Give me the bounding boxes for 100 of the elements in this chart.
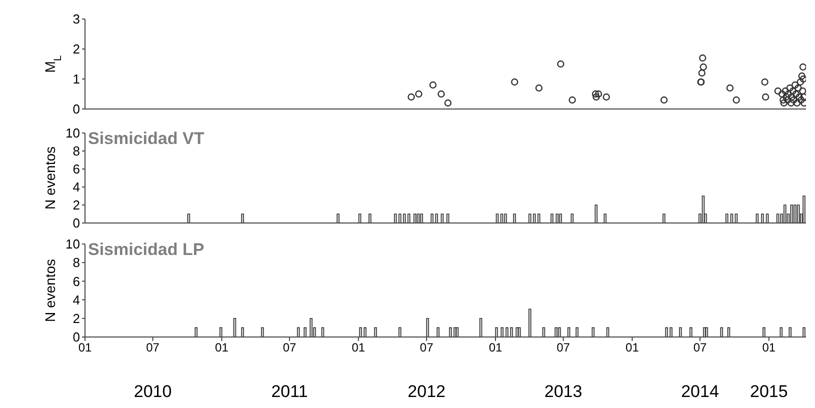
y-tick-label: 8	[72, 144, 80, 159]
x-tick-label: 01	[626, 340, 640, 355]
bar	[662, 214, 666, 223]
y-tick-label: 10	[66, 236, 80, 252]
point	[796, 93, 803, 101]
bar	[374, 327, 377, 337]
point	[786, 84, 794, 92]
bar	[194, 327, 198, 337]
y-tick-label: 2	[72, 311, 80, 326]
bar	[296, 327, 300, 337]
text: 2015	[748, 382, 789, 402]
point	[796, 78, 804, 86]
x-tick-label: 07	[693, 340, 707, 355]
point	[444, 99, 452, 107]
point	[557, 60, 564, 68]
bar	[528, 308, 532, 337]
y-tick-label: 2	[72, 42, 80, 57]
x-tick-label: 07	[282, 340, 296, 355]
point	[780, 96, 787, 104]
point	[568, 96, 576, 104]
chart-title: Sismicidad VT	[88, 129, 204, 149]
point	[784, 90, 792, 98]
point	[732, 96, 740, 104]
point	[774, 87, 782, 95]
text: 2010	[132, 382, 173, 402]
y-tick-label: 4	[72, 180, 80, 195]
point	[798, 96, 805, 104]
chart-title: Sismicidad LP	[88, 240, 204, 260]
point	[535, 84, 543, 92]
point	[792, 81, 799, 89]
bar	[310, 318, 313, 337]
bar	[558, 327, 561, 337]
bar	[604, 214, 607, 223]
bar	[187, 214, 190, 223]
point	[726, 84, 734, 92]
bar	[550, 214, 554, 223]
bar	[261, 327, 264, 337]
point	[800, 75, 806, 83]
point	[792, 90, 800, 98]
bar	[705, 327, 708, 337]
bar	[413, 214, 416, 223]
bar	[426, 318, 430, 337]
point	[660, 96, 668, 104]
point	[790, 96, 798, 104]
bar	[679, 327, 682, 337]
bar	[407, 214, 410, 223]
y-axis-title: N eventos	[42, 258, 58, 322]
y-tick-label: 0	[72, 216, 80, 231]
y-tick-label: 1	[72, 72, 80, 87]
bar	[304, 327, 307, 337]
bar	[554, 327, 558, 337]
bar	[241, 327, 244, 337]
bar	[592, 327, 595, 337]
bar	[430, 214, 434, 223]
point	[698, 69, 706, 77]
y-tick-label: 4	[72, 292, 80, 308]
point	[778, 90, 786, 98]
bar	[241, 214, 244, 223]
bar	[720, 327, 724, 337]
bar	[336, 214, 340, 223]
point	[700, 63, 707, 71]
point	[780, 99, 788, 107]
point	[798, 72, 806, 80]
bar	[802, 327, 806, 337]
x-tick-label: 01	[352, 340, 366, 355]
bar	[368, 214, 372, 223]
bar	[761, 214, 764, 223]
point	[511, 78, 518, 86]
x-tick-label: 07	[146, 340, 160, 355]
y-tick-label: 0	[72, 330, 80, 345]
bar	[495, 327, 498, 337]
point	[408, 93, 415, 101]
bar	[788, 327, 792, 337]
x-tick-label: 07	[556, 340, 570, 355]
point	[594, 90, 602, 98]
bar	[725, 214, 728, 223]
text: 2014	[680, 382, 720, 402]
bar	[532, 214, 536, 223]
y-tick-label: 6	[72, 162, 80, 177]
y-tick-label: 2	[72, 198, 80, 213]
x-tick-label: 01	[215, 340, 229, 355]
bar	[219, 327, 222, 337]
x-tick-label: 01	[78, 340, 92, 355]
y-axis-title: N eventos	[42, 146, 58, 210]
point	[782, 87, 789, 95]
bar	[449, 327, 452, 337]
y-tick-label: 3	[72, 12, 80, 27]
x-tick-label: 01	[762, 340, 776, 355]
bar	[576, 327, 578, 337]
bar	[802, 196, 806, 223]
point	[789, 87, 796, 95]
x-tick-label: 01	[488, 340, 502, 355]
point	[592, 93, 600, 101]
bar	[513, 214, 516, 223]
text: 2013	[543, 382, 584, 402]
bar	[762, 327, 766, 337]
point	[438, 90, 445, 98]
point	[762, 93, 770, 101]
point	[799, 63, 806, 71]
point	[787, 99, 795, 107]
